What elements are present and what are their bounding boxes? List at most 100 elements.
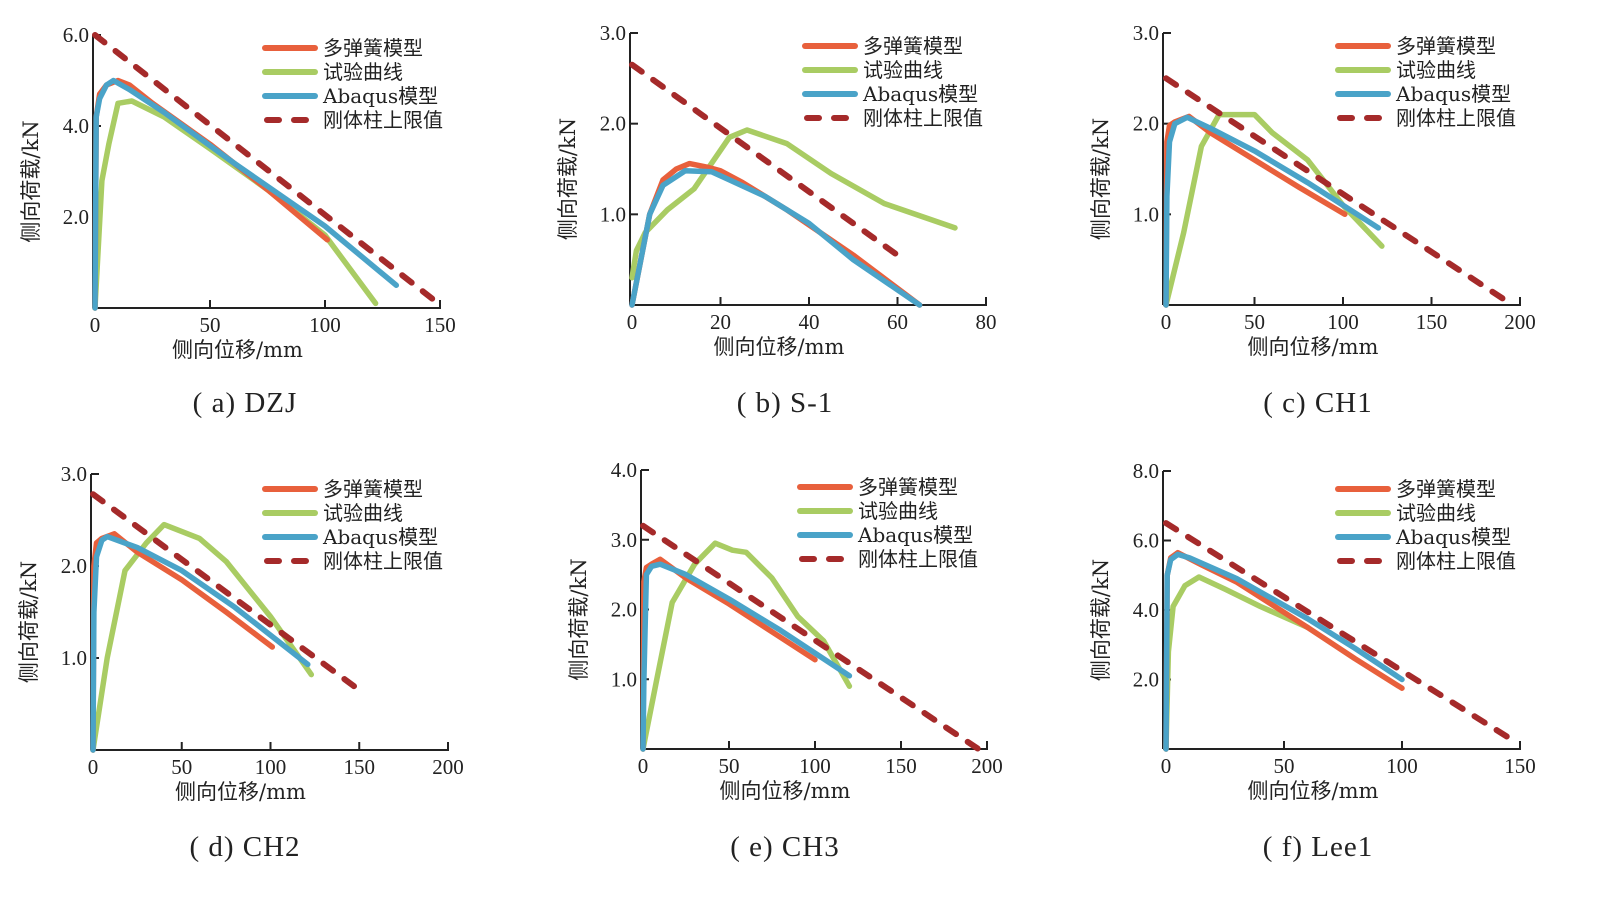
series-line-test-curve [92,98,379,311]
legend-label: 刚体柱上限值 [323,549,443,573]
subplot-caption: ( f) Lee1 [1263,831,1373,863]
y-tick-label: 4.0 [63,114,89,138]
y-axis-title: 侧向荷载/kN [556,118,580,240]
series-line-rigid-upper-limit [629,61,901,259]
y-axis-title: 侧向荷载/kN [1089,559,1113,681]
x-tick-label: 150 [1416,310,1448,334]
series-line-multi-spring [92,77,331,311]
y-tick-label: 3.0 [611,528,637,552]
y-tick-label: 8.0 [1133,459,1159,483]
legend-label: 刚体柱上限值 [1396,106,1516,130]
y-axis-title: 侧向荷载/kN [567,558,591,680]
x-tick-label: 150 [885,754,917,778]
y-axis-title: 侧向荷载/kN [1089,118,1113,240]
y-tick-label: 2.0 [61,554,87,578]
series-line-abaqus [1163,551,1405,752]
x-tick-label: 50 [1244,310,1265,334]
y-axis-title: 侧向荷载/kN [17,561,41,683]
subplot-caption: ( e) CH3 [730,831,839,863]
x-tick-label: 80 [976,310,997,334]
y-tick-label: 2.0 [611,598,637,622]
series-line-multi-spring [1163,113,1348,308]
legend-label: 试验曲线 [1396,58,1476,82]
series-line-test-curve [640,540,853,752]
subplot-2: 0 20 40 60 80 1.0 2.0 3.0 侧向位移/mm 侧向荷载/kN 多弹簧模型试验曲… [556,21,997,419]
legend-label: 刚体柱上限值 [858,547,978,571]
x-axis-title: 侧向位移/mm [175,780,306,804]
x-tick-label: 50 [1274,754,1295,778]
subplot-4: 0 50 100 150 200 1.0 2.0 3.0 侧向位移/mm 侧向荷载/kN 多弹簧模型… [17,462,464,863]
series-line-test-curve [1163,111,1385,308]
x-axis-title: 侧向位移/mm [714,335,845,359]
series-line-test-curve [629,127,958,281]
y-tick-label: 1.0 [600,202,626,226]
x-tick-label: 150 [424,313,456,337]
legend-label: 多弹簧模型 [858,475,958,499]
x-axis-title: 侧向位移/mm [1248,779,1379,803]
series-line-multi-spring [90,531,276,753]
y-tick-label: 3.0 [1133,21,1159,45]
x-tick-label: 0 [90,313,101,337]
series-line-abaqus [90,533,311,753]
y-tick-label: 2.0 [1133,112,1159,136]
legend-label: 试验曲线 [863,58,943,82]
subplot-caption: ( c) CH1 [1263,387,1372,419]
y-tick-label: 2.0 [63,205,89,229]
series-line-rigid-upper-limit [92,32,439,305]
y-tick-label: 2.0 [600,112,626,136]
y-tick-label: 3.0 [61,462,87,486]
legend-label: 多弹簧模型 [863,34,963,58]
x-tick-label: 100 [255,755,287,779]
legend-label: 刚体柱上限值 [863,106,983,130]
subplot-5: 0 50 100 150 200 1.0 2.0 3.0 4.0 侧向位移/mm 侧向荷载/kN 多弹… [567,458,1003,863]
series-line-rigid-upper-limit [1163,520,1516,744]
x-tick-label: 20 [710,310,731,334]
legend-label: 试验曲线 [323,501,403,525]
x-tick-label: 200 [971,754,1003,778]
series-line-rigid-upper-limit [90,491,359,691]
legend-label: 多弹簧模型 [1396,34,1496,58]
series-line-multi-spring [629,160,923,308]
legend-label: 多弹簧模型 [323,36,423,60]
x-tick-label: 0 [1161,310,1172,334]
legend-label: 刚体柱上限值 [1396,549,1516,573]
subplot-3: 0 50 100 150 200 1.0 2.0 3.0 侧向位移/mm 侧向荷载/kN 多弹簧模型… [1089,21,1536,419]
x-tick-label: 50 [719,754,740,778]
x-tick-label: 150 [1504,754,1536,778]
legend-label: 试验曲线 [323,60,403,84]
x-tick-label: 50 [171,755,192,779]
y-tick-label: 6.0 [1133,529,1159,553]
legend-label: Abaqus模型 [1395,525,1511,549]
series-line-test-curve [90,521,315,753]
y-tick-label: 3.0 [600,21,626,45]
x-tick-label: 100 [1386,754,1418,778]
x-tick-label: 100 [1327,310,1359,334]
x-axis-title: 侧向位移/mm [1248,335,1379,359]
series-line-rigid-upper-limit [640,522,982,752]
legend-label: Abaqus模型 [1395,82,1511,106]
y-tick-label: 6.0 [63,23,89,47]
x-axis-title: 侧向位移/mm [172,338,303,362]
legend-label: 刚体柱上限值 [323,108,443,132]
legend-label: Abaqus模型 [322,84,438,108]
y-tick-label: 4.0 [1133,598,1159,622]
legend-label: 试验曲线 [1396,501,1476,525]
legend-label: Abaqus模型 [322,525,438,549]
legend-label: 试验曲线 [858,499,938,523]
series-line-rigid-upper-limit [1163,75,1509,304]
x-tick-label: 50 [200,313,221,337]
x-tick-label: 150 [344,755,376,779]
series-line-abaqus [1163,114,1382,308]
series-line-test-curve [1163,574,1311,752]
y-tick-label: 2.0 [1133,668,1159,692]
x-axis-title: 侧向位移/mm [720,779,851,803]
series-line-abaqus [629,168,923,308]
legend-label: Abaqus模型 [862,82,978,106]
y-tick-label: 1.0 [1133,202,1159,226]
series-line-multi-spring [640,556,818,752]
x-tick-label: 40 [799,310,820,334]
